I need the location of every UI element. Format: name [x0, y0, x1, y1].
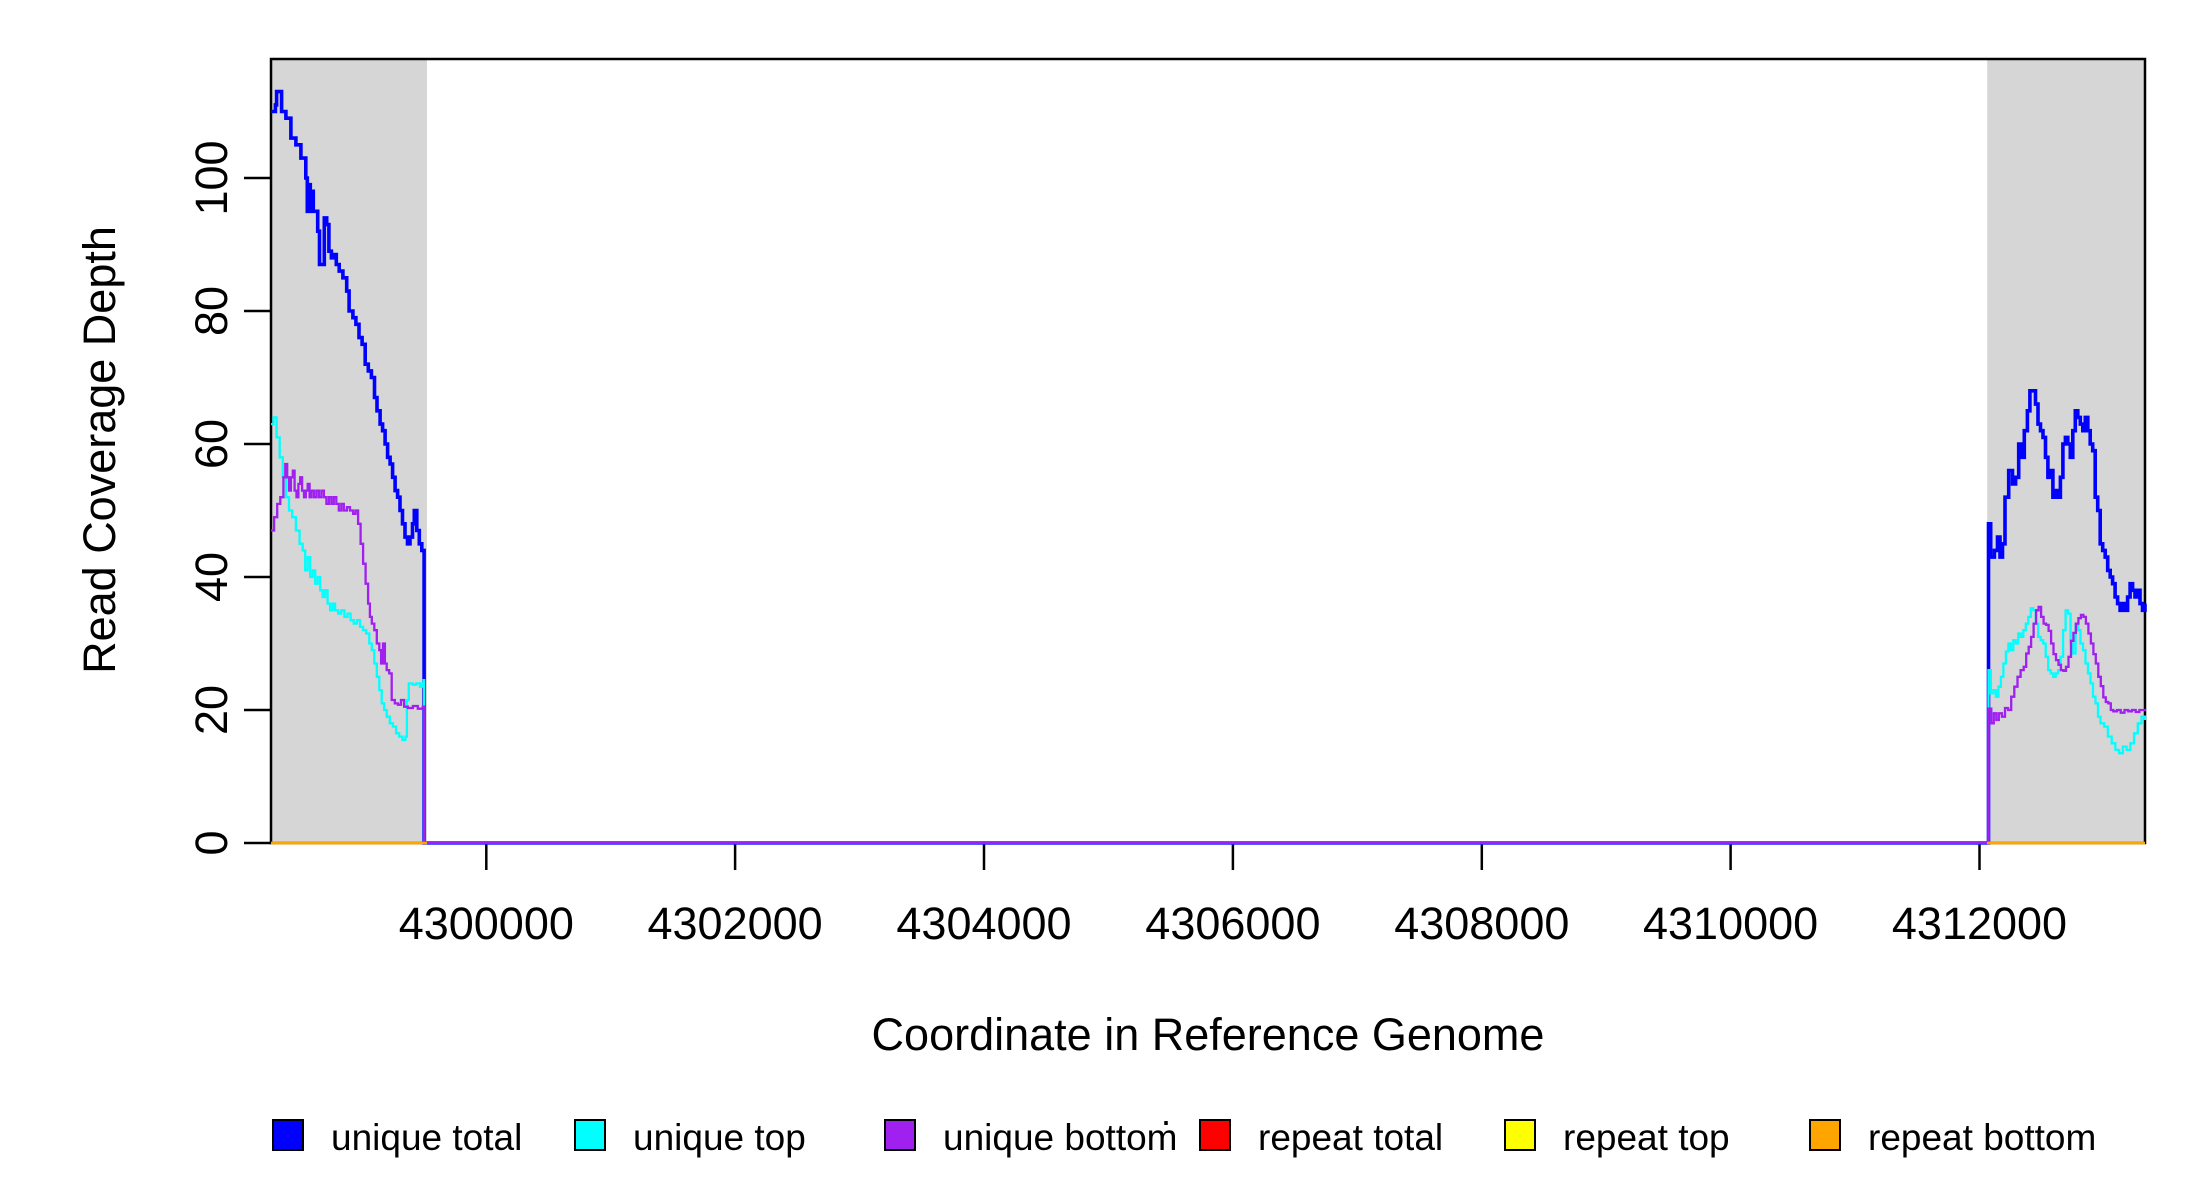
- legend: unique total unique top unique bottom repea…: [272, 1117, 2096, 1158]
- x-tick-label: 4300000: [399, 898, 574, 949]
- x-tick-label: 4312000: [1892, 898, 2067, 949]
- legend-swatch: [1809, 1119, 1841, 1151]
- series-line-unique-top: [271, 416, 2147, 845]
- legend-item: repeat bottom: [1809, 1117, 2096, 1158]
- legend-label: unique bottom: [943, 1117, 1178, 1158]
- y-tick-label: 60: [186, 419, 237, 469]
- legend-swatch: [574, 1119, 606, 1151]
- x-tick-label: 4302000: [647, 898, 822, 949]
- legend-item: unique total: [272, 1117, 522, 1158]
- legend-swatch: [272, 1119, 304, 1151]
- series-lines: [271, 89, 2147, 845]
- y-tick-label: 0: [186, 830, 237, 855]
- legend-item: repeat total: [1199, 1117, 1443, 1158]
- legend-swatch: [1504, 1119, 1536, 1151]
- legend-swatch: [1199, 1119, 1231, 1151]
- highlight-region: [271, 59, 427, 843]
- series-line-unique-total: [271, 89, 2147, 845]
- x-tick-label: 4310000: [1643, 898, 1818, 949]
- y-tick-label: 100: [186, 140, 237, 215]
- x-tick-label: 4306000: [1145, 898, 1320, 949]
- x-axis: 4300000 4302000 4304000 4306000 4308000 43100…: [399, 843, 2067, 949]
- legend-label: repeat bottom: [1868, 1117, 2096, 1158]
- y-tick-label: 80: [186, 286, 237, 336]
- plot-frame-box: [269, 57, 2147, 845]
- x-tick-label: 4304000: [896, 898, 1071, 949]
- y-axis: 0 20 40 60 80 100: [186, 140, 271, 856]
- y-tick-label: 20: [186, 685, 237, 735]
- plot-frame: [269, 57, 2147, 845]
- legend-item: unique top: [574, 1117, 806, 1158]
- legend-item: repeat top: [1504, 1117, 1730, 1158]
- x-axis-title: Coordinate in Reference Genome: [872, 1009, 1545, 1060]
- x-tick-label: 4308000: [1394, 898, 1569, 949]
- highlight-regions: [271, 59, 2145, 843]
- stray-dot: .: [1161, 1092, 1171, 1133]
- y-tick-label: 40: [186, 552, 237, 602]
- legend-item: unique bottom: [884, 1117, 1178, 1158]
- legend-label: repeat total: [1258, 1117, 1443, 1158]
- highlight-region: [1987, 59, 2145, 843]
- y-axis-title: Read Coverage Depth: [74, 226, 125, 674]
- series-line-unique-bottom: [271, 462, 2147, 845]
- legend-label: unique total: [331, 1117, 522, 1158]
- legend-swatch: [884, 1119, 916, 1151]
- legend-label: unique top: [633, 1117, 806, 1158]
- legend-label: repeat top: [1563, 1117, 1730, 1158]
